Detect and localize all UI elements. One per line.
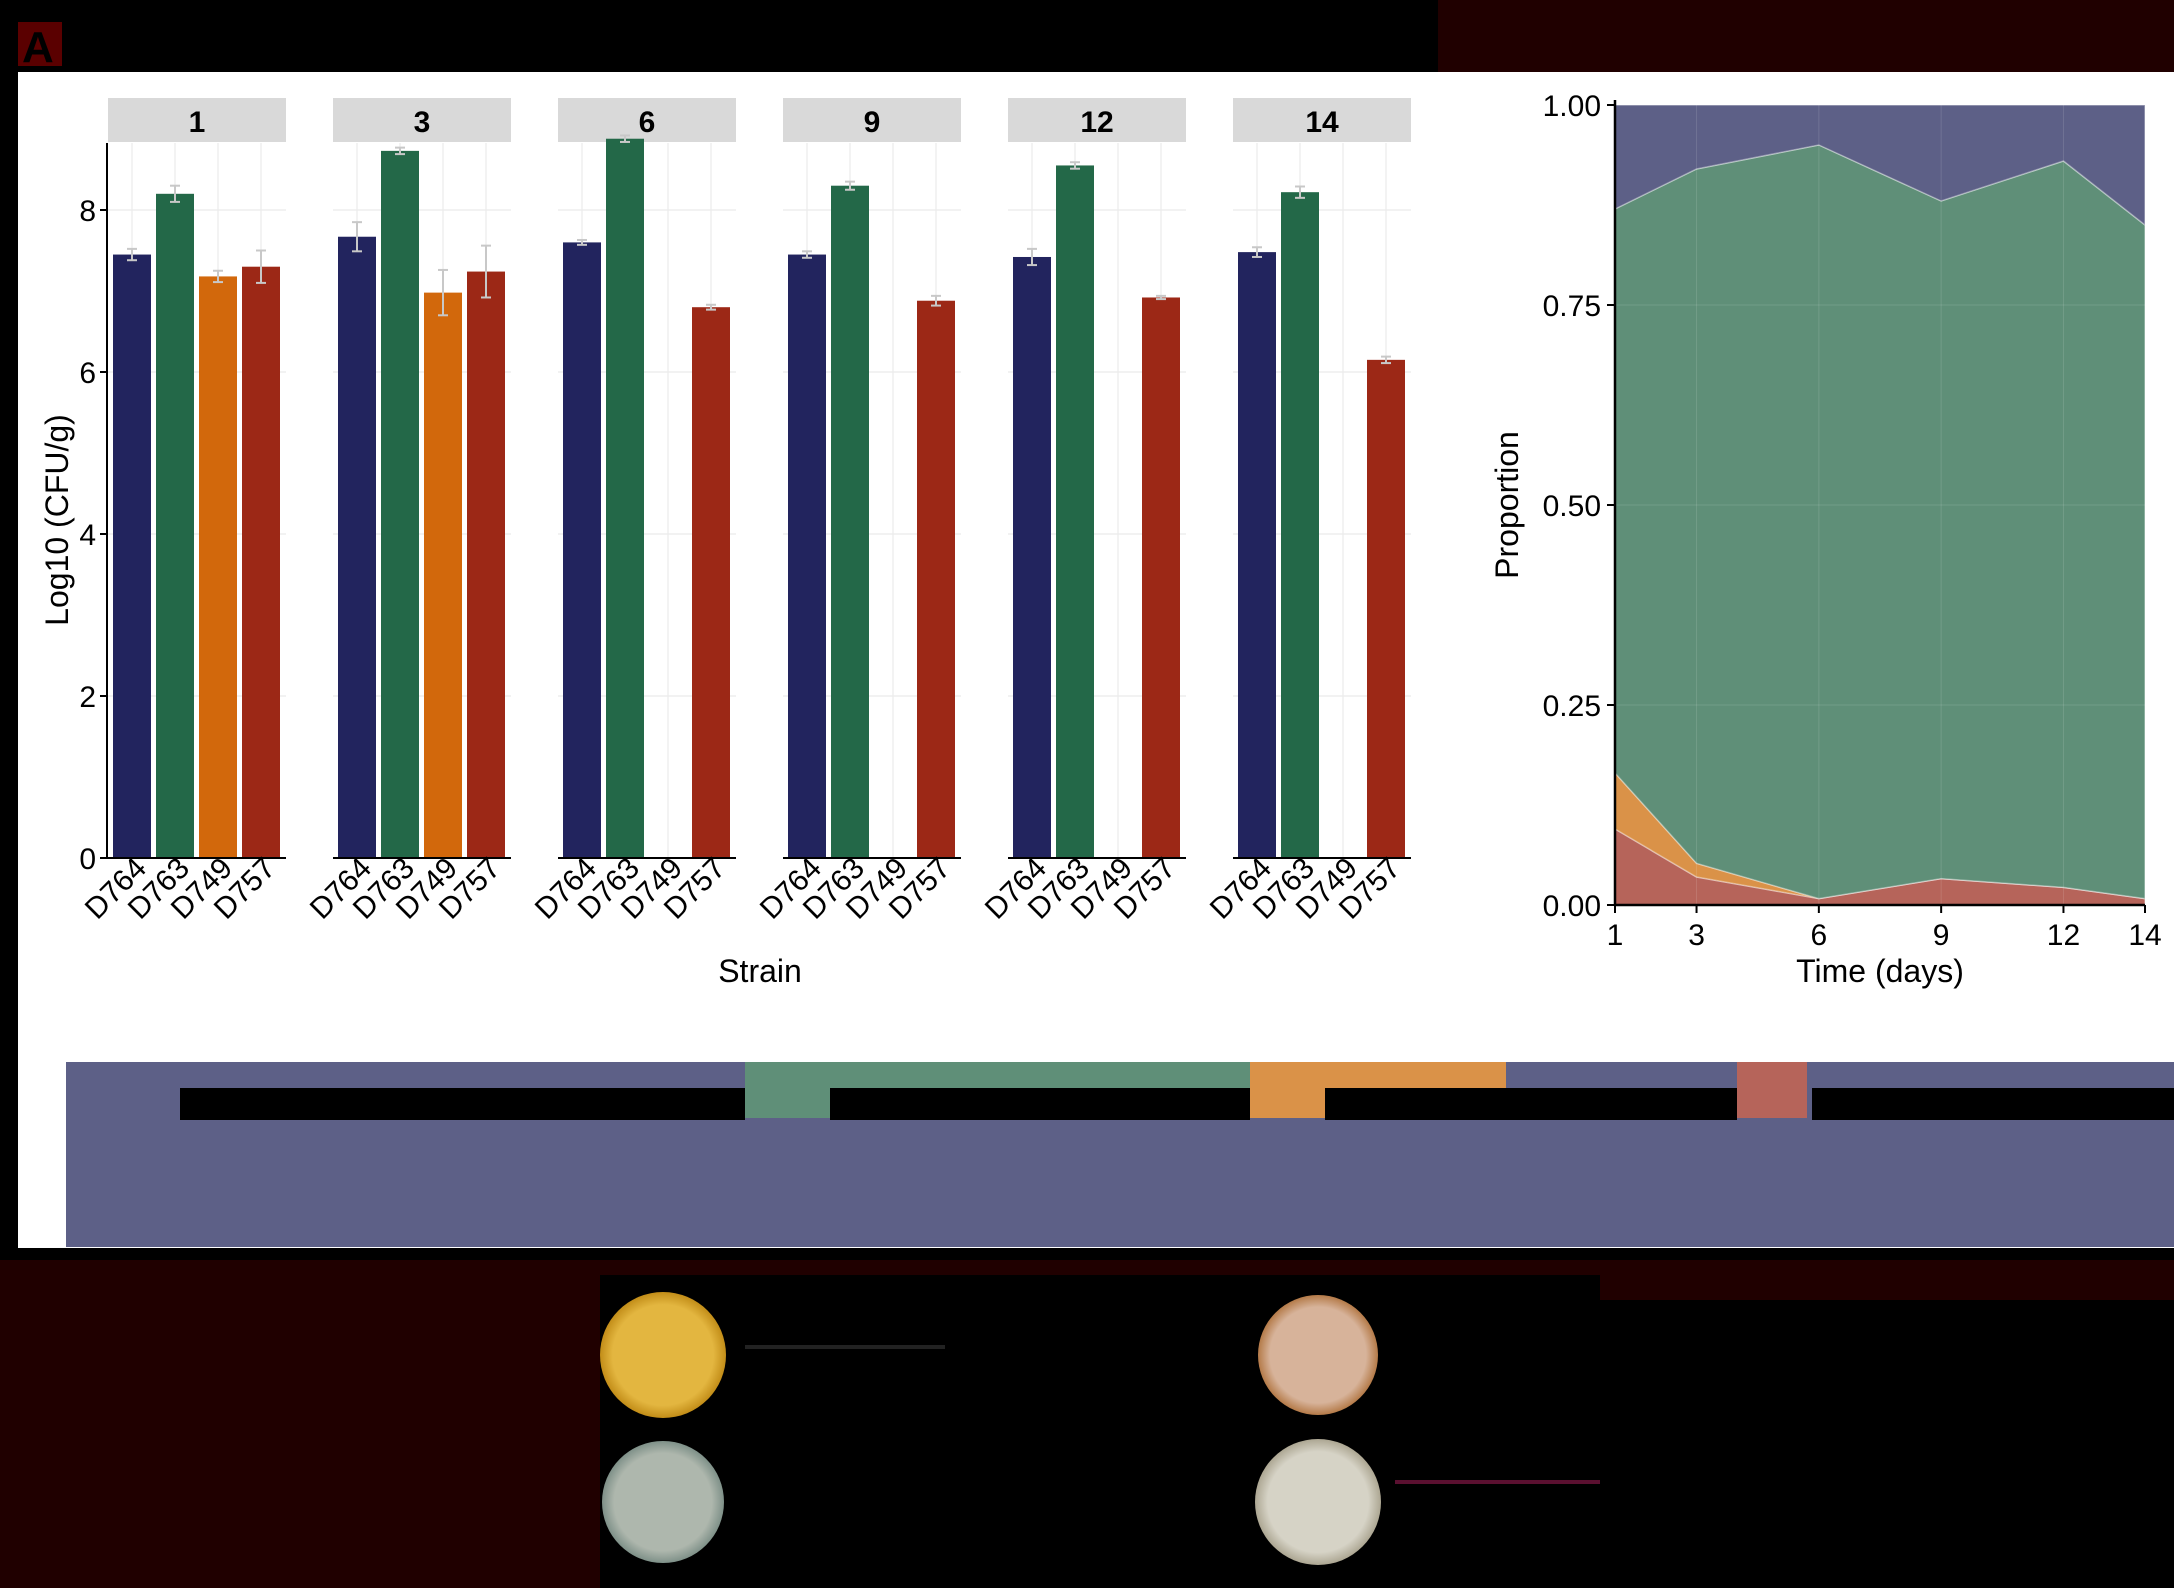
- bar: [1142, 297, 1180, 859]
- x-tick-label: 6: [1811, 919, 1828, 952]
- y-tick-label: 8: [79, 195, 96, 228]
- facet-label: 9: [864, 106, 881, 139]
- bar: [917, 300, 955, 859]
- facet-strip: [108, 98, 286, 142]
- y-tick-label: 0.25: [1543, 690, 1601, 723]
- legend-label-mask-2: [830, 1088, 1250, 1120]
- colony-label-mark: [745, 1345, 945, 1349]
- bar: [338, 236, 376, 859]
- colony-photo: [600, 1292, 726, 1418]
- y-tick-label: 0.00: [1543, 890, 1601, 923]
- x-tick-label: 3: [1688, 919, 1705, 952]
- bar: [1238, 252, 1276, 858]
- y-tick-label: 4: [79, 519, 96, 552]
- facet-label: 3: [414, 106, 431, 139]
- colony-photos: [600, 1292, 1600, 1565]
- facet-label: 1: [189, 106, 206, 139]
- x-tick-label: 1: [1607, 919, 1624, 952]
- y-tick-label: 0.75: [1543, 290, 1601, 323]
- bar: [424, 292, 462, 858]
- facet-label: 14: [1305, 106, 1339, 139]
- legend-swatch-red: [1737, 1062, 1807, 1118]
- bar-chart-x-label: Strain: [718, 953, 802, 989]
- facet-strip: [1008, 98, 1186, 142]
- bar: [1367, 359, 1405, 858]
- bar: [199, 276, 237, 858]
- bar: [692, 307, 730, 858]
- legend-label-mask-3: [1325, 1088, 1737, 1120]
- header-band-left: [0, 0, 1438, 72]
- bar: [606, 138, 644, 859]
- bottom-panel-right-block: [1600, 1300, 2174, 1588]
- y-tick-label: 0: [79, 843, 96, 876]
- bar: [831, 185, 869, 858]
- area-chart-x-label: Time (days): [1796, 953, 1964, 989]
- bar: [242, 266, 280, 858]
- panel-label-mark: [18, 22, 62, 66]
- bottom-panel-inner: [600, 1275, 1600, 1588]
- bar: [1013, 256, 1051, 859]
- facet-strip: [558, 98, 736, 142]
- bar: [563, 242, 601, 858]
- legend-label-mask-4: [1812, 1088, 2174, 1120]
- panel-label: A: [22, 23, 54, 72]
- facet-strip: [333, 98, 511, 142]
- bar: [113, 254, 151, 859]
- colony-photo: [1255, 1439, 1381, 1565]
- bar: [156, 193, 194, 859]
- y-tick-label: 6: [79, 357, 96, 390]
- x-tick-label: 14: [2128, 919, 2161, 952]
- area-series: [1614, 144, 2146, 900]
- facet-strip: [783, 98, 961, 142]
- y-tick-label: 2: [79, 681, 96, 714]
- facet-label: 6: [639, 106, 656, 139]
- colony-photo: [602, 1441, 724, 1563]
- facet-label: 12: [1080, 106, 1113, 139]
- area-chart-y-label: Proportion: [1489, 431, 1525, 579]
- legend-label-mask-1: [180, 1088, 745, 1120]
- y-tick-label: 0.50: [1543, 490, 1601, 523]
- x-tick-label: 9: [1933, 919, 1950, 952]
- bar: [1281, 192, 1319, 858]
- area-chart: 0.00 0.25 0.50 0.75 1.00 1 3 6 9 12 14: [1543, 90, 2162, 952]
- bar: [467, 271, 505, 858]
- legend: [66, 1062, 2174, 1247]
- y-tick-label: 1.00: [1543, 90, 1601, 123]
- bar: [381, 150, 419, 858]
- colony-photo: [1258, 1295, 1378, 1415]
- bar: [1056, 165, 1094, 858]
- bar-chart-y-label: Log10 (CFU/g): [39, 414, 75, 626]
- x-tick-label: 12: [2047, 919, 2080, 952]
- bar: [788, 254, 826, 859]
- colony-label-mark: [1395, 1480, 1600, 1484]
- area-series: [1614, 104, 2146, 227]
- facet-strip: [1233, 98, 1411, 142]
- header-band-right: [1438, 0, 2174, 72]
